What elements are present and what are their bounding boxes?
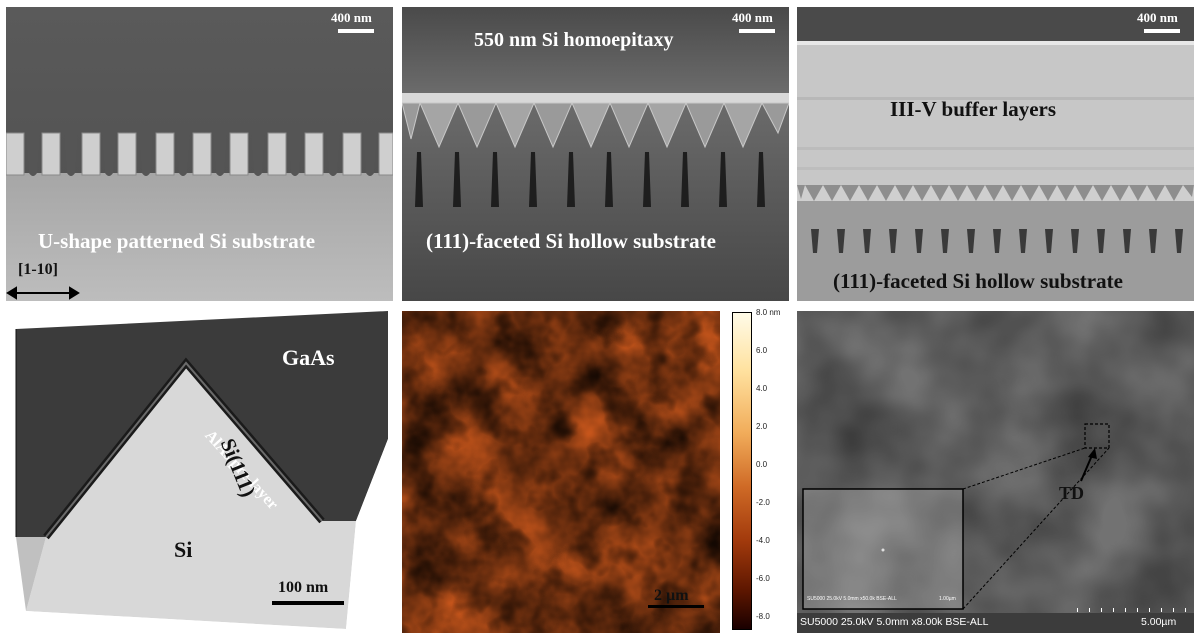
colorbar-tick: 6.0 [756, 346, 768, 355]
panel-c-sem-buffer: 400 nm III-V buffer layers (111)-faceted… [797, 7, 1194, 301]
faceted-hollow-image [402, 7, 789, 301]
panel-b-top-label: 550 nm Si homoepitaxy [474, 29, 674, 51]
panel-a-caption: U-shape patterned Si substrate [38, 229, 316, 253]
sem-planview-image [797, 311, 1194, 633]
panel-c-label: III-V buffer layers [890, 97, 1057, 121]
inset-info: SU5000 25.0kV 5.0mm x50.0k BSE-ALL [807, 596, 897, 602]
scale-bar-label: 400 nm [331, 10, 372, 25]
colorbar-tick: -4.0 [756, 536, 770, 545]
u-shape-trench-image [6, 7, 393, 301]
inset-scale: 1.00µm [939, 596, 956, 602]
buffer-layer-image [797, 7, 1194, 301]
td-label: TD [1059, 483, 1085, 503]
panel-b-sem-homoepitaxy: 400 nm 550 nm Si homoepitaxy (111)-facet… [402, 7, 789, 301]
gaas-label: GaAs [282, 345, 335, 370]
scale-bar [739, 29, 775, 33]
panel-c-caption: (111)-faceted Si hollow substrate [833, 269, 1123, 293]
afm-colorbar [732, 312, 752, 630]
scale-bar-label: 2 µm [654, 587, 689, 604]
panel-a-sem-u-shape: 400 nm U-shape patterned Si substrate [1… [6, 7, 393, 301]
si-label: Si [174, 537, 193, 562]
colorbar-tick: 4.0 [756, 384, 768, 393]
colorbar-tick: 0.0 [756, 460, 768, 469]
colorbar-tick: 2.0 [756, 422, 768, 431]
colorbar-tick: -6.0 [756, 574, 770, 583]
scale-bar-label: 400 nm [732, 10, 773, 25]
colorbar-tick: -8.0 [756, 612, 770, 621]
panel-d-tem: GaAs AlAs pre-layer Si(111) Si 100 nm [6, 311, 393, 633]
colorbar-tick: 8.0 nm [756, 308, 781, 317]
scale-bar [338, 29, 374, 33]
afm-height-map [402, 311, 720, 633]
sem-scale: 5.00µm [1141, 616, 1177, 628]
scale-bar-label: 400 nm [1137, 10, 1178, 25]
panel-e-afm: 2 µm [402, 311, 720, 633]
direction-label: [1-10] [18, 261, 58, 278]
sem-info: SU5000 25.0kV 5.0mm x8.00k BSE-ALL [800, 616, 989, 628]
panel-b-caption: (111)-faceted Si hollow substrate [426, 229, 716, 253]
scale-bar-label: 100 nm [278, 579, 329, 596]
tem-cross-section-image [6, 311, 393, 633]
colorbar-tick: -2.0 [756, 498, 770, 507]
scale-bar [1144, 29, 1180, 33]
panel-f-sem-planview: TD SU5000 25.0kV 5.0mm x50.0k BSE-ALL 1.… [797, 311, 1194, 633]
